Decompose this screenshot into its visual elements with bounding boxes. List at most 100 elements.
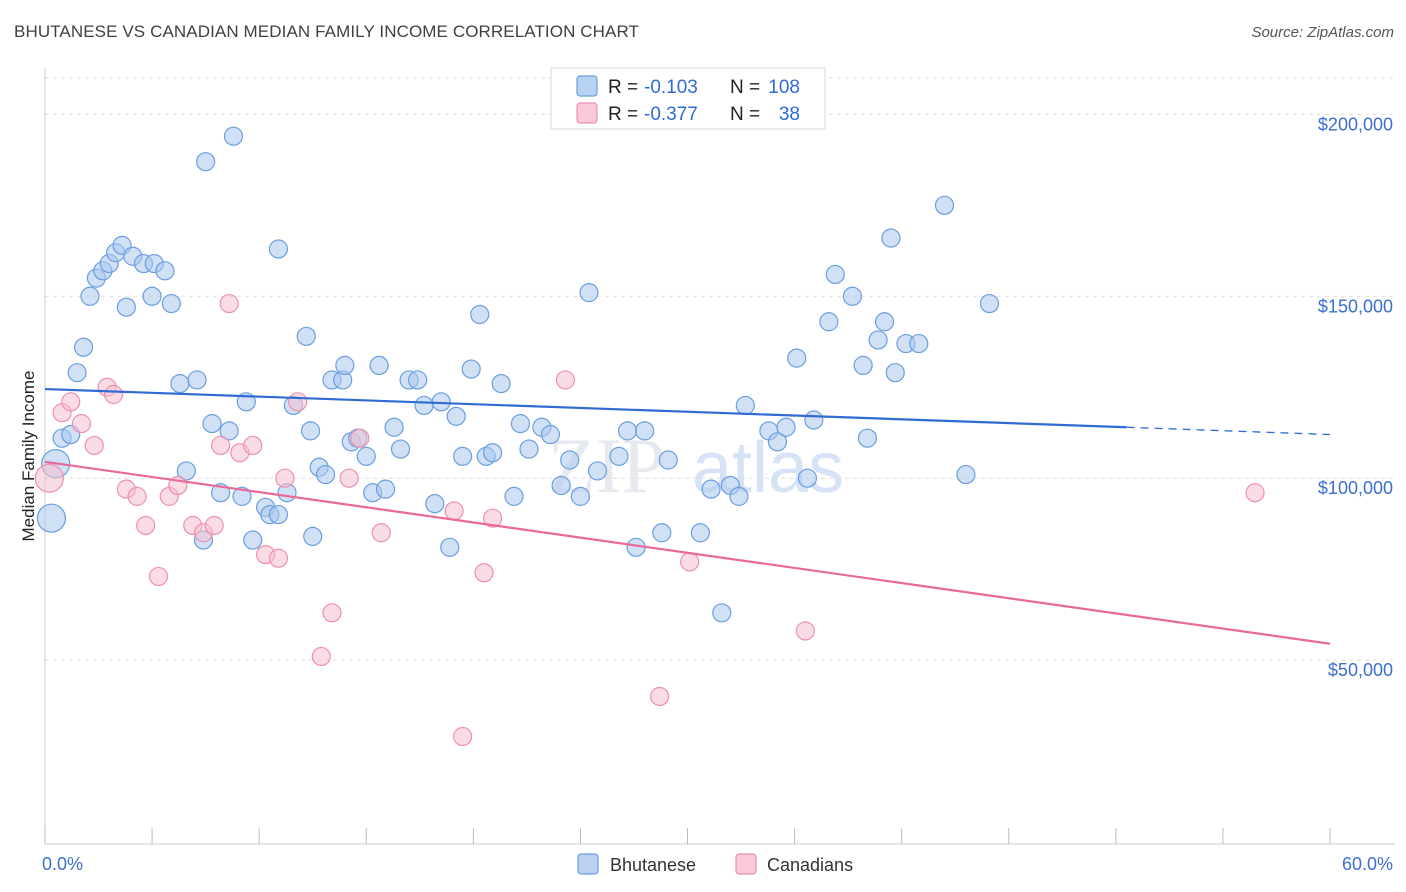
bottom-legend-canadians: Canadians: [767, 855, 853, 875]
canadians-point: [103, 384, 124, 405]
bhutanese-point: [300, 421, 321, 441]
bhutanese-point: [268, 239, 289, 259]
bhutanese-point: [36, 503, 67, 533]
bhutanese-point: [161, 293, 181, 314]
canadians-point: [650, 686, 670, 707]
canadians-trend-line: [44, 460, 1331, 645]
canadians-point: [268, 548, 289, 568]
bhutanese-point: [690, 523, 710, 543]
bhutanese-point: [187, 370, 207, 390]
bhutanese-point: [414, 395, 434, 416]
x-tick-labels: 0.0% 60.0%: [42, 854, 1393, 874]
canadians-point: [127, 486, 147, 506]
canadians-point: [371, 523, 391, 543]
y-tick-label: $200,000: [1318, 114, 1393, 134]
canadians-point: [61, 392, 81, 412]
bhutanese-point: [540, 424, 561, 445]
canadians-point: [311, 646, 331, 667]
series-bhutanese: [36, 126, 1000, 623]
bhutanese-point: [155, 261, 175, 281]
legend: R = -0.103 N = 108 R = -0.377 N = 38: [550, 67, 826, 130]
canadians-point: [71, 414, 92, 434]
bhutanese-point: [408, 370, 428, 390]
bhutanese-point: [853, 355, 873, 376]
bhutanese-point: [735, 395, 755, 416]
bhutanese-point: [232, 486, 252, 506]
bhutanese-point: [303, 526, 323, 547]
legend-swatch-canadians: [576, 102, 598, 124]
bhutanese-point: [170, 374, 190, 394]
canadians-point: [322, 603, 342, 623]
y-tick-label: $100,000: [1318, 478, 1393, 498]
chart-source: Source: ZipAtlas.com: [1251, 24, 1394, 41]
canadians-point: [474, 563, 494, 583]
canadians-point: [555, 370, 576, 390]
series-canadians: [34, 293, 1265, 747]
bhutanese-point: [881, 228, 901, 248]
canadians-point: [1245, 483, 1265, 503]
canadians-point: [219, 293, 239, 314]
bhutanese-point: [729, 486, 749, 506]
bhutanese-point: [587, 461, 608, 481]
bhutanese-point: [116, 297, 136, 317]
canadians-point: [453, 726, 473, 747]
x-tick-label: 60.0%: [1342, 854, 1393, 874]
grid-lines: [45, 77, 1395, 661]
canadians-point: [350, 428, 370, 448]
canadians-point: [204, 515, 224, 536]
canadians-point: [136, 515, 156, 536]
legend-r-value-1: -0.103: [644, 77, 698, 98]
bhutanese-point: [776, 417, 796, 437]
bhutanese-point: [804, 410, 824, 430]
bhutanese-point: [142, 286, 162, 306]
bhutanese-point: [315, 464, 336, 485]
canadians-point: [34, 463, 64, 493]
bhutanese-point: [296, 326, 316, 346]
canadians-point: [795, 621, 815, 641]
canadians-point: [339, 468, 359, 488]
bottom-legend-swatch-bhutanese: [577, 853, 599, 875]
legend-r-label-2: R =: [608, 104, 638, 125]
bhutanese-point: [579, 283, 599, 303]
x-tick-label: 0.0%: [42, 854, 83, 874]
bhutanese-point: [483, 443, 503, 463]
bhutanese-point: [510, 414, 531, 434]
canadians-point: [680, 552, 700, 572]
bhutanese-point: [453, 446, 473, 466]
bhutanese-point: [885, 363, 905, 383]
canadians-point: [275, 468, 295, 488]
bhutanese-point: [243, 530, 263, 550]
bhutanese-point: [491, 374, 511, 394]
legend-swatch-bhutanese: [576, 75, 598, 97]
y-tick-label: $50,000: [1328, 660, 1393, 680]
trend-lines: [44, 387, 1331, 645]
bhutanese-point: [335, 355, 355, 376]
bhutanese-point: [868, 330, 888, 350]
bhutanese-point: [519, 439, 539, 459]
legend-n-label-2: N =: [730, 104, 760, 125]
canadians-point: [483, 508, 503, 528]
legend-n-label-1: N =: [730, 77, 760, 98]
bhutanese-point: [934, 195, 955, 215]
bhutanese-point: [369, 355, 389, 376]
bhutanese-point: [375, 479, 396, 499]
canadians-point: [211, 435, 231, 456]
bhutanese-point: [609, 446, 629, 466]
bhutanese-point: [658, 450, 678, 470]
bhutanese-point: [196, 152, 216, 172]
bhutanese-point: [390, 439, 411, 459]
bottom-legend-swatch-canadians: [735, 853, 757, 875]
legend-n-value-1: 108: [768, 77, 800, 98]
bhutanese-point: [73, 337, 94, 357]
bhutanese-point: [80, 286, 100, 306]
bhutanese-point: [979, 293, 1000, 314]
canadians-point: [84, 435, 104, 456]
bhutanese-point: [767, 432, 788, 452]
bhutanese-point: [223, 126, 244, 146]
legend-r-value-2: -0.377: [644, 104, 698, 125]
chart-title: BHUTANESE VS CANADIAN MEDIAN FAMILY INCO…: [14, 22, 640, 41]
bhutanese-point: [219, 421, 239, 441]
bhutanese-point: [425, 494, 445, 514]
bhutanese-trend-extension: [1126, 426, 1331, 436]
